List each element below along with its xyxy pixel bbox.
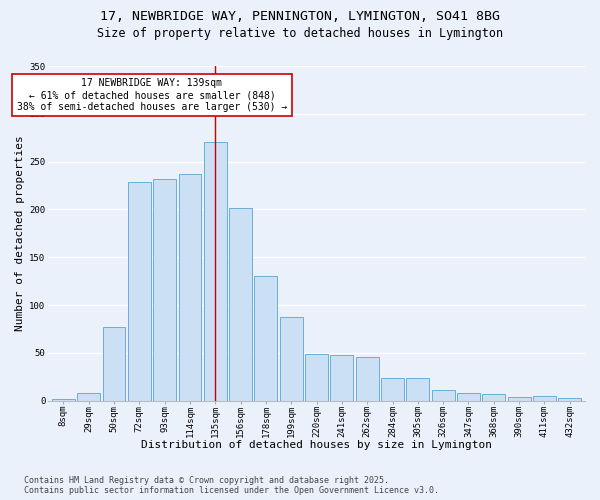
- Text: 17, NEWBRIDGE WAY, PENNINGTON, LYMINGTON, SO41 8BG: 17, NEWBRIDGE WAY, PENNINGTON, LYMINGTON…: [100, 10, 500, 23]
- Bar: [432, 390, 455, 401]
- Text: 17 NEWBRIDGE WAY: 139sqm
← 61% of detached houses are smaller (848)
38% of semi-: 17 NEWBRIDGE WAY: 139sqm ← 61% of detach…: [17, 78, 287, 112]
- Bar: [179, 174, 201, 401]
- Bar: [305, 354, 328, 401]
- Bar: [406, 378, 429, 401]
- Bar: [356, 357, 379, 401]
- Bar: [254, 276, 277, 401]
- Bar: [204, 142, 227, 401]
- Bar: [153, 179, 176, 401]
- Bar: [331, 355, 353, 401]
- Y-axis label: Number of detached properties: Number of detached properties: [15, 136, 25, 332]
- Bar: [280, 316, 302, 401]
- Bar: [103, 327, 125, 401]
- Bar: [482, 394, 505, 401]
- Bar: [508, 397, 530, 401]
- Bar: [457, 393, 480, 401]
- Bar: [77, 393, 100, 401]
- Text: Contains HM Land Registry data © Crown copyright and database right 2025.
Contai: Contains HM Land Registry data © Crown c…: [24, 476, 439, 495]
- Text: Size of property relative to detached houses in Lymington: Size of property relative to detached ho…: [97, 28, 503, 40]
- Bar: [52, 399, 74, 401]
- Bar: [381, 378, 404, 401]
- Bar: [559, 398, 581, 401]
- Bar: [128, 182, 151, 401]
- Bar: [229, 208, 252, 401]
- Bar: [533, 396, 556, 401]
- X-axis label: Distribution of detached houses by size in Lymington: Distribution of detached houses by size …: [141, 440, 492, 450]
